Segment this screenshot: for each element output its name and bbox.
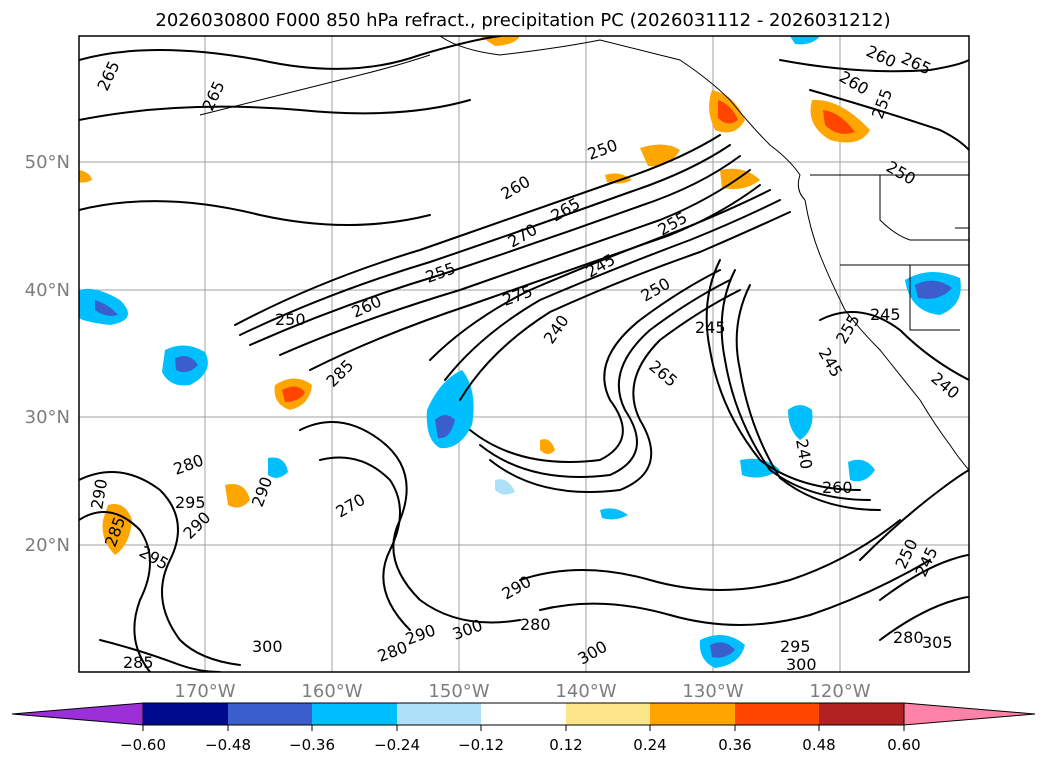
colorbar-tick-label: 0.12 (549, 736, 582, 754)
lon-label: 170°W (174, 681, 235, 702)
contour-label: 300 (252, 637, 283, 656)
colorbar-tick-label: −0.24 (374, 736, 420, 754)
colorbar: −0.60 −0.48 −0.36 −0.24 −0.12 0.12 0.24 … (11, 702, 1036, 754)
lat-label: 30°N (25, 407, 70, 428)
colorbar-segment (143, 703, 228, 725)
contour-label: 300 (786, 655, 817, 674)
lon-label: 140°W (555, 681, 616, 702)
longitude-labels: 170°W 160°W 150°W 140°W 130°W 120°W (174, 681, 870, 702)
contour-label: 280 (520, 615, 551, 634)
colorbar-tick-label: 0.36 (718, 736, 751, 754)
contour-label: 260 (822, 478, 853, 497)
colorbar-extend-min (11, 702, 144, 726)
colorbar-tick-label: 0.24 (633, 736, 666, 754)
refractivity-contours (79, 36, 969, 672)
contour-label: 280 (893, 628, 924, 647)
lon-label: 120°W (809, 681, 870, 702)
contour-label: 250 (275, 310, 306, 329)
gridlines (79, 36, 969, 672)
lon-label: 160°W (301, 681, 362, 702)
coastlines (199, 36, 969, 471)
precip-shading (79, 36, 961, 668)
map-frame (78, 35, 970, 673)
colorbar-segment (397, 703, 481, 725)
colorbar-segment (481, 703, 566, 725)
lat-label: 40°N (25, 280, 70, 301)
lon-label: 130°W (682, 681, 743, 702)
colorbar-segment (819, 703, 904, 725)
colorbar-segment (735, 703, 819, 725)
contour-label: 305 (922, 633, 953, 652)
lon-label: 150°W (428, 681, 489, 702)
contour-label: 245 (695, 318, 726, 337)
contour-label: 285 (123, 653, 154, 672)
latitude-labels: 50°N 40°N 30°N 20°N (25, 152, 70, 556)
colorbar-tick-label: −0.48 (205, 736, 251, 754)
colorbar-tick-label: −0.36 (289, 736, 335, 754)
colorbar-tick-label: −0.60 (120, 736, 166, 754)
figure-title: 2026030800 F000 850 hPa refract., precip… (155, 10, 890, 31)
lat-label: 20°N (25, 535, 70, 556)
colorbar-tick-label: 0.48 (802, 736, 835, 754)
contour-label: 245 (870, 305, 901, 324)
map-area: 265 265 260 265 260 255 250 250 260 265 … (78, 35, 970, 674)
contour-label: 295 (780, 637, 811, 656)
colorbar-tick-label: −0.12 (458, 736, 504, 754)
contour-label: 295 (175, 493, 206, 512)
colorbar-tick-label: 0.60 (887, 736, 920, 754)
colorbar-segment (312, 703, 397, 725)
colorbar-segment (650, 703, 735, 725)
colorbar-extend-max (903, 702, 1036, 726)
lat-label: 50°N (25, 152, 70, 173)
colorbar-segment (566, 703, 650, 725)
colorbar-segment (228, 703, 312, 725)
